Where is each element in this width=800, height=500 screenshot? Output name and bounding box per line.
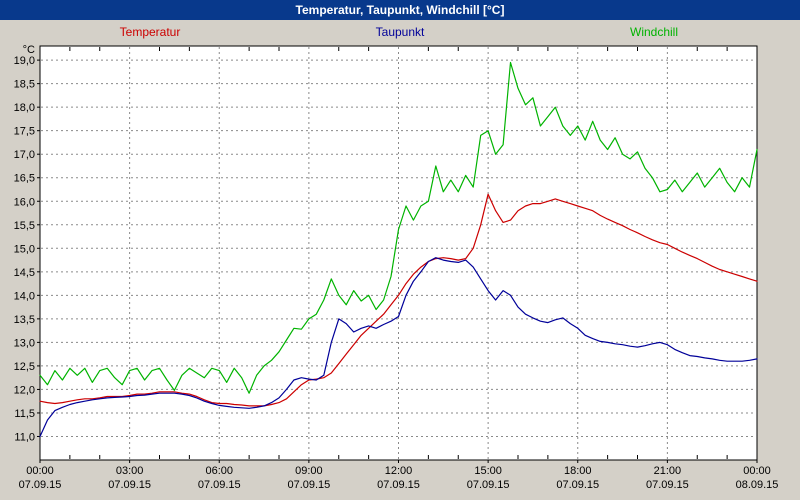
svg-text:12:00: 12:00: [385, 465, 413, 477]
svg-text:19,0: 19,0: [14, 55, 35, 67]
svg-text:18,0: 18,0: [14, 102, 35, 114]
svg-text:00:00: 00:00: [26, 465, 54, 477]
svg-text:12,5: 12,5: [14, 361, 35, 373]
svg-text:08.09.15: 08.09.15: [736, 479, 779, 491]
svg-text:18,5: 18,5: [14, 79, 35, 91]
svg-text:14,5: 14,5: [14, 267, 35, 279]
svg-text:18:00: 18:00: [564, 465, 592, 477]
svg-text:16,0: 16,0: [14, 196, 35, 208]
legend-temperatur: Temperatur: [119, 25, 181, 39]
svg-text:13,5: 13,5: [14, 314, 35, 326]
svg-text:15,5: 15,5: [14, 220, 35, 232]
svg-text:21:00: 21:00: [654, 465, 682, 477]
svg-text:07.09.15: 07.09.15: [467, 479, 510, 491]
svg-text:13,0: 13,0: [14, 337, 35, 349]
svg-text:14,0: 14,0: [14, 290, 35, 302]
legend-taupunkt: Taupunkt: [375, 25, 425, 39]
svg-text:09:00: 09:00: [295, 465, 323, 477]
svg-text:07.09.15: 07.09.15: [287, 479, 330, 491]
chart-legend: Temperatur Taupunkt Windchill: [0, 20, 800, 44]
svg-text:11,0: 11,0: [14, 431, 35, 443]
legend-windchill: Windchill: [629, 25, 679, 39]
svg-text:15:00: 15:00: [474, 465, 502, 477]
svg-text:15,0: 15,0: [14, 243, 35, 255]
svg-text:07.09.15: 07.09.15: [108, 479, 151, 491]
svg-text:06:00: 06:00: [205, 465, 233, 477]
svg-text:07.09.15: 07.09.15: [646, 479, 689, 491]
svg-text:07.09.15: 07.09.15: [198, 479, 241, 491]
svg-text:07.09.15: 07.09.15: [556, 479, 599, 491]
svg-text:17,5: 17,5: [14, 126, 35, 138]
svg-text:°C: °C: [23, 44, 35, 56]
window-title: Temperatur, Taupunkt, Windchill [°C]: [295, 3, 505, 17]
svg-text:17,0: 17,0: [14, 149, 35, 161]
svg-text:16,5: 16,5: [14, 173, 35, 185]
svg-text:00:00: 00:00: [743, 465, 771, 477]
svg-text:11,5: 11,5: [14, 408, 35, 420]
svg-text:03:00: 03:00: [116, 465, 144, 477]
chart-plot: 11,0 11,5 12,0 12,5 13,0 13,5 14,0 14,5 15,0 15,5…: [14, 44, 779, 491]
svg-text:12,0: 12,0: [14, 384, 35, 396]
svg-text:07.09.15: 07.09.15: [19, 479, 62, 491]
svg-text:07.09.15: 07.09.15: [377, 479, 420, 491]
title-bar: Temperatur, Taupunkt, Windchill [°C]: [0, 0, 800, 20]
